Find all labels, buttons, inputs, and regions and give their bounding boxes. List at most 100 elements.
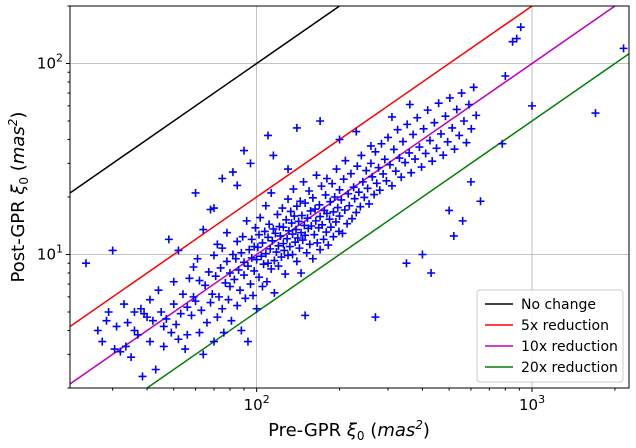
reference-line <box>69 5 340 194</box>
data-point <box>401 158 410 167</box>
data-point <box>427 269 436 278</box>
data-point <box>253 243 262 252</box>
data-point <box>450 145 459 154</box>
data-point <box>457 89 466 98</box>
data-point <box>267 264 276 273</box>
data-point <box>197 306 206 315</box>
data-point <box>120 300 129 309</box>
data-point <box>389 145 398 154</box>
data-point <box>384 133 393 142</box>
y-axis-label: Post-GPR ξ0 (mas2) <box>6 112 31 283</box>
data-point <box>269 224 278 233</box>
data-point <box>159 342 168 351</box>
data-point <box>123 318 132 327</box>
data-point <box>274 262 283 271</box>
data-point <box>508 37 517 46</box>
data-point <box>448 123 457 132</box>
data-point <box>216 263 225 272</box>
data-point <box>258 238 267 247</box>
data-point <box>247 253 256 262</box>
data-point <box>428 157 437 166</box>
data-point <box>222 257 231 266</box>
data-point <box>286 207 295 216</box>
data-point <box>104 307 113 316</box>
data-point <box>301 231 310 240</box>
data-point <box>213 240 222 249</box>
data-point <box>264 131 273 140</box>
data-point <box>377 139 386 148</box>
data-point <box>204 267 213 276</box>
data-point <box>353 162 362 171</box>
data-point <box>397 173 406 182</box>
data-point <box>231 254 240 263</box>
data-point <box>335 135 344 144</box>
data-point <box>291 238 300 247</box>
data-point <box>405 148 414 157</box>
data-point <box>261 249 270 258</box>
data-point <box>591 109 600 118</box>
data-point <box>209 204 218 213</box>
data-point <box>264 259 273 268</box>
data-point <box>213 313 222 322</box>
data-point <box>316 116 325 125</box>
data-point <box>476 197 485 206</box>
data-point <box>303 214 312 223</box>
data-point <box>349 183 358 192</box>
data-point <box>308 193 317 202</box>
data-point <box>301 311 310 320</box>
data-point <box>340 205 349 214</box>
data-point <box>270 256 279 265</box>
data-point <box>288 250 297 259</box>
data-point <box>215 292 224 301</box>
data-point <box>458 216 467 225</box>
data-point <box>279 239 288 248</box>
data-point <box>112 322 121 331</box>
data-point <box>372 179 381 188</box>
data-point <box>339 175 348 184</box>
data-point <box>130 326 139 335</box>
data-point <box>365 199 374 208</box>
data-point <box>455 131 464 140</box>
data-point <box>257 252 266 261</box>
data-point <box>225 269 234 278</box>
reference-lines <box>69 5 630 389</box>
data-point <box>305 240 314 249</box>
legend-box <box>476 289 624 383</box>
data-point <box>449 231 458 240</box>
data-point <box>292 202 301 211</box>
data-point <box>133 330 142 339</box>
data-point <box>159 322 168 331</box>
data-point <box>296 197 305 206</box>
data-point <box>151 365 160 374</box>
data-point <box>371 147 380 156</box>
data-point <box>380 155 389 164</box>
data-point <box>278 204 287 213</box>
data-point <box>398 137 407 146</box>
data-point <box>224 295 233 304</box>
data-point <box>240 146 249 155</box>
data-point <box>338 229 347 238</box>
data-point <box>441 112 450 121</box>
data-point <box>238 232 247 241</box>
data-point <box>418 250 427 259</box>
data-point <box>297 211 306 220</box>
data-point <box>324 241 333 250</box>
data-point <box>354 188 363 197</box>
data-point <box>260 227 269 236</box>
data-point <box>201 281 210 290</box>
data-point <box>322 209 331 218</box>
data-point <box>284 251 293 260</box>
y-tick-label: 102 <box>37 51 63 72</box>
data-point <box>202 318 211 327</box>
data-point <box>195 328 204 337</box>
data-point <box>252 255 261 264</box>
data-point <box>329 232 338 241</box>
data-point <box>116 347 125 356</box>
data-point <box>265 220 274 229</box>
data-point <box>343 219 352 228</box>
data-point <box>348 214 357 223</box>
data-point <box>386 160 395 169</box>
data-point <box>233 237 242 246</box>
data-point <box>382 176 391 185</box>
data-point <box>387 181 396 190</box>
